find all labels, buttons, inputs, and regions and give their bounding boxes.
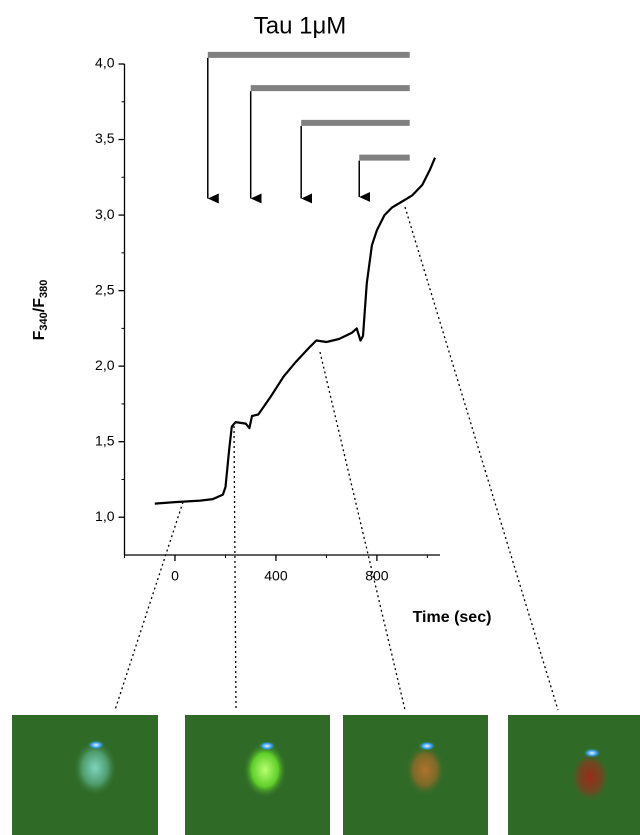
connector	[320, 352, 405, 710]
x-tick-label: 800	[365, 568, 389, 584]
x-axis-label: Time (sec)	[413, 609, 492, 626]
y-tick-label: 1,0	[95, 508, 115, 524]
y-tick-label: 3,5	[95, 130, 115, 146]
y-label-sub: 340	[38, 312, 50, 330]
connector-lines	[115, 207, 558, 710]
figure: Tau 1μM Time (sec) F340/F380 1,0 1,5 2,0 2,…	[0, 0, 640, 835]
y-tick-label: 2,5	[95, 281, 115, 297]
connector	[115, 502, 183, 710]
data-line	[155, 158, 435, 504]
cell-image	[343, 715, 488, 835]
y-axis-label: F340/F380	[31, 280, 50, 341]
y-tick-label: 1,5	[95, 432, 115, 448]
connector	[405, 207, 558, 710]
cell-image	[12, 715, 158, 835]
cell-images	[12, 715, 640, 835]
x-tick-label: 400	[264, 568, 288, 584]
y-label-sub: 380	[38, 280, 50, 298]
cell-image	[508, 715, 640, 835]
y-label-part: F	[31, 330, 48, 340]
y-tick-label: 4,0	[95, 55, 115, 71]
cell-image	[185, 715, 330, 835]
y-tick-label: 2,0	[95, 357, 115, 373]
y-tick-label: 3,0	[95, 206, 115, 222]
y-label-part: /F	[31, 298, 48, 312]
x-tick-label: 0	[171, 568, 179, 584]
connector	[234, 426, 236, 710]
chart-title: Tau 1μM	[254, 12, 347, 39]
